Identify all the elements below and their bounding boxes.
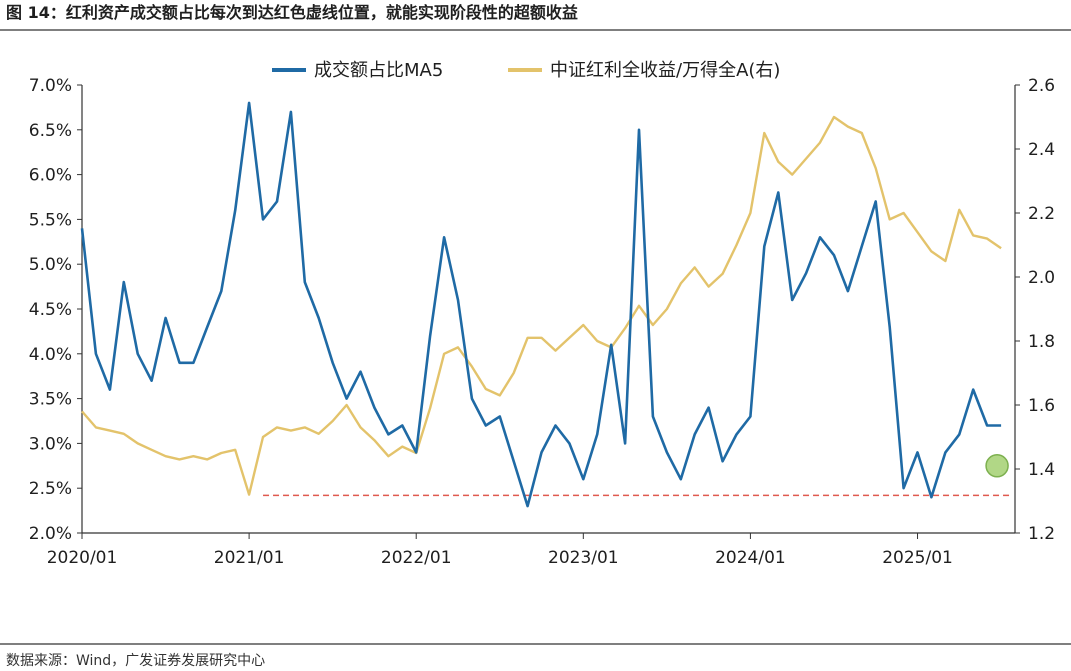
x-tick-label: 2025/01 bbox=[882, 548, 953, 568]
left-tick-label: 3.0% bbox=[29, 434, 72, 454]
right-tick-label: 2.4 bbox=[1028, 140, 1055, 160]
source-note: 数据来源：Wind，广发证券发展研究中心 bbox=[6, 653, 265, 669]
left-tick-label: 2.0% bbox=[29, 524, 72, 544]
left-tick-label: 5.5% bbox=[29, 210, 72, 230]
series-line-ratio bbox=[81, 115, 1002, 496]
right-tick-label: 1.2 bbox=[1028, 524, 1055, 544]
legend: 成交额占比MA5 中证红利全收益/万得全A(右) bbox=[272, 60, 780, 81]
left-tick-label: 4.5% bbox=[29, 300, 72, 320]
series-line-share bbox=[80, 101, 1002, 508]
left-tick-label: 3.5% bbox=[29, 390, 72, 410]
left-tick-label: 4.0% bbox=[29, 345, 72, 365]
right-tick-label: 1.8 bbox=[1028, 332, 1055, 352]
figure-title: 图 14：红利资产成交额占比每次到达红色虚线位置，就能实现阶段性的超额收益 bbox=[6, 3, 578, 22]
right-tick-label: 1.6 bbox=[1028, 396, 1055, 416]
x-tick-label: 2020/01 bbox=[47, 548, 118, 568]
left-tick-label: 5.0% bbox=[29, 255, 72, 275]
right-tick-label: 2.0 bbox=[1028, 268, 1055, 288]
x-axis-ticks: 2020/01 2021/01 2022/01 2023/01 2024/01 2025/… bbox=[47, 533, 953, 568]
x-tick-label: 2022/01 bbox=[381, 548, 452, 568]
legend-label-share: 成交额占比MA5 bbox=[314, 60, 443, 81]
left-tick-label: 2.5% bbox=[29, 479, 72, 499]
x-tick-label: 2021/01 bbox=[214, 548, 285, 568]
right-tick-label: 2.6 bbox=[1028, 76, 1055, 96]
left-tick-label: 6.5% bbox=[29, 121, 72, 141]
right-tick-label: 2.2 bbox=[1028, 204, 1055, 224]
left-axis-ticks: 2.0% 2.5% 3.0% 3.5% 4.0% 4.5% 5.0% 5.5% 6.0% 6.5%… bbox=[29, 76, 82, 544]
x-tick-label: 2024/01 bbox=[715, 548, 786, 568]
right-axis-ticks: 1.2 1.4 1.6 1.8 2.0 2.2 2.4 2.6 bbox=[1015, 76, 1055, 544]
left-tick-label: 6.0% bbox=[29, 166, 72, 186]
left-tick-label: 7.0% bbox=[29, 76, 72, 96]
right-tick-label: 1.4 bbox=[1028, 460, 1055, 480]
highlight-marker bbox=[985, 454, 1009, 478]
legend-label-ratio: 中证红利全收益/万得全A(右) bbox=[550, 60, 780, 81]
x-tick-label: 2023/01 bbox=[548, 548, 619, 568]
